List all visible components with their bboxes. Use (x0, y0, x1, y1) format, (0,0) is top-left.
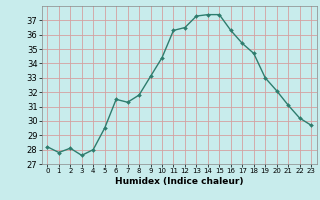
X-axis label: Humidex (Indice chaleur): Humidex (Indice chaleur) (115, 177, 244, 186)
